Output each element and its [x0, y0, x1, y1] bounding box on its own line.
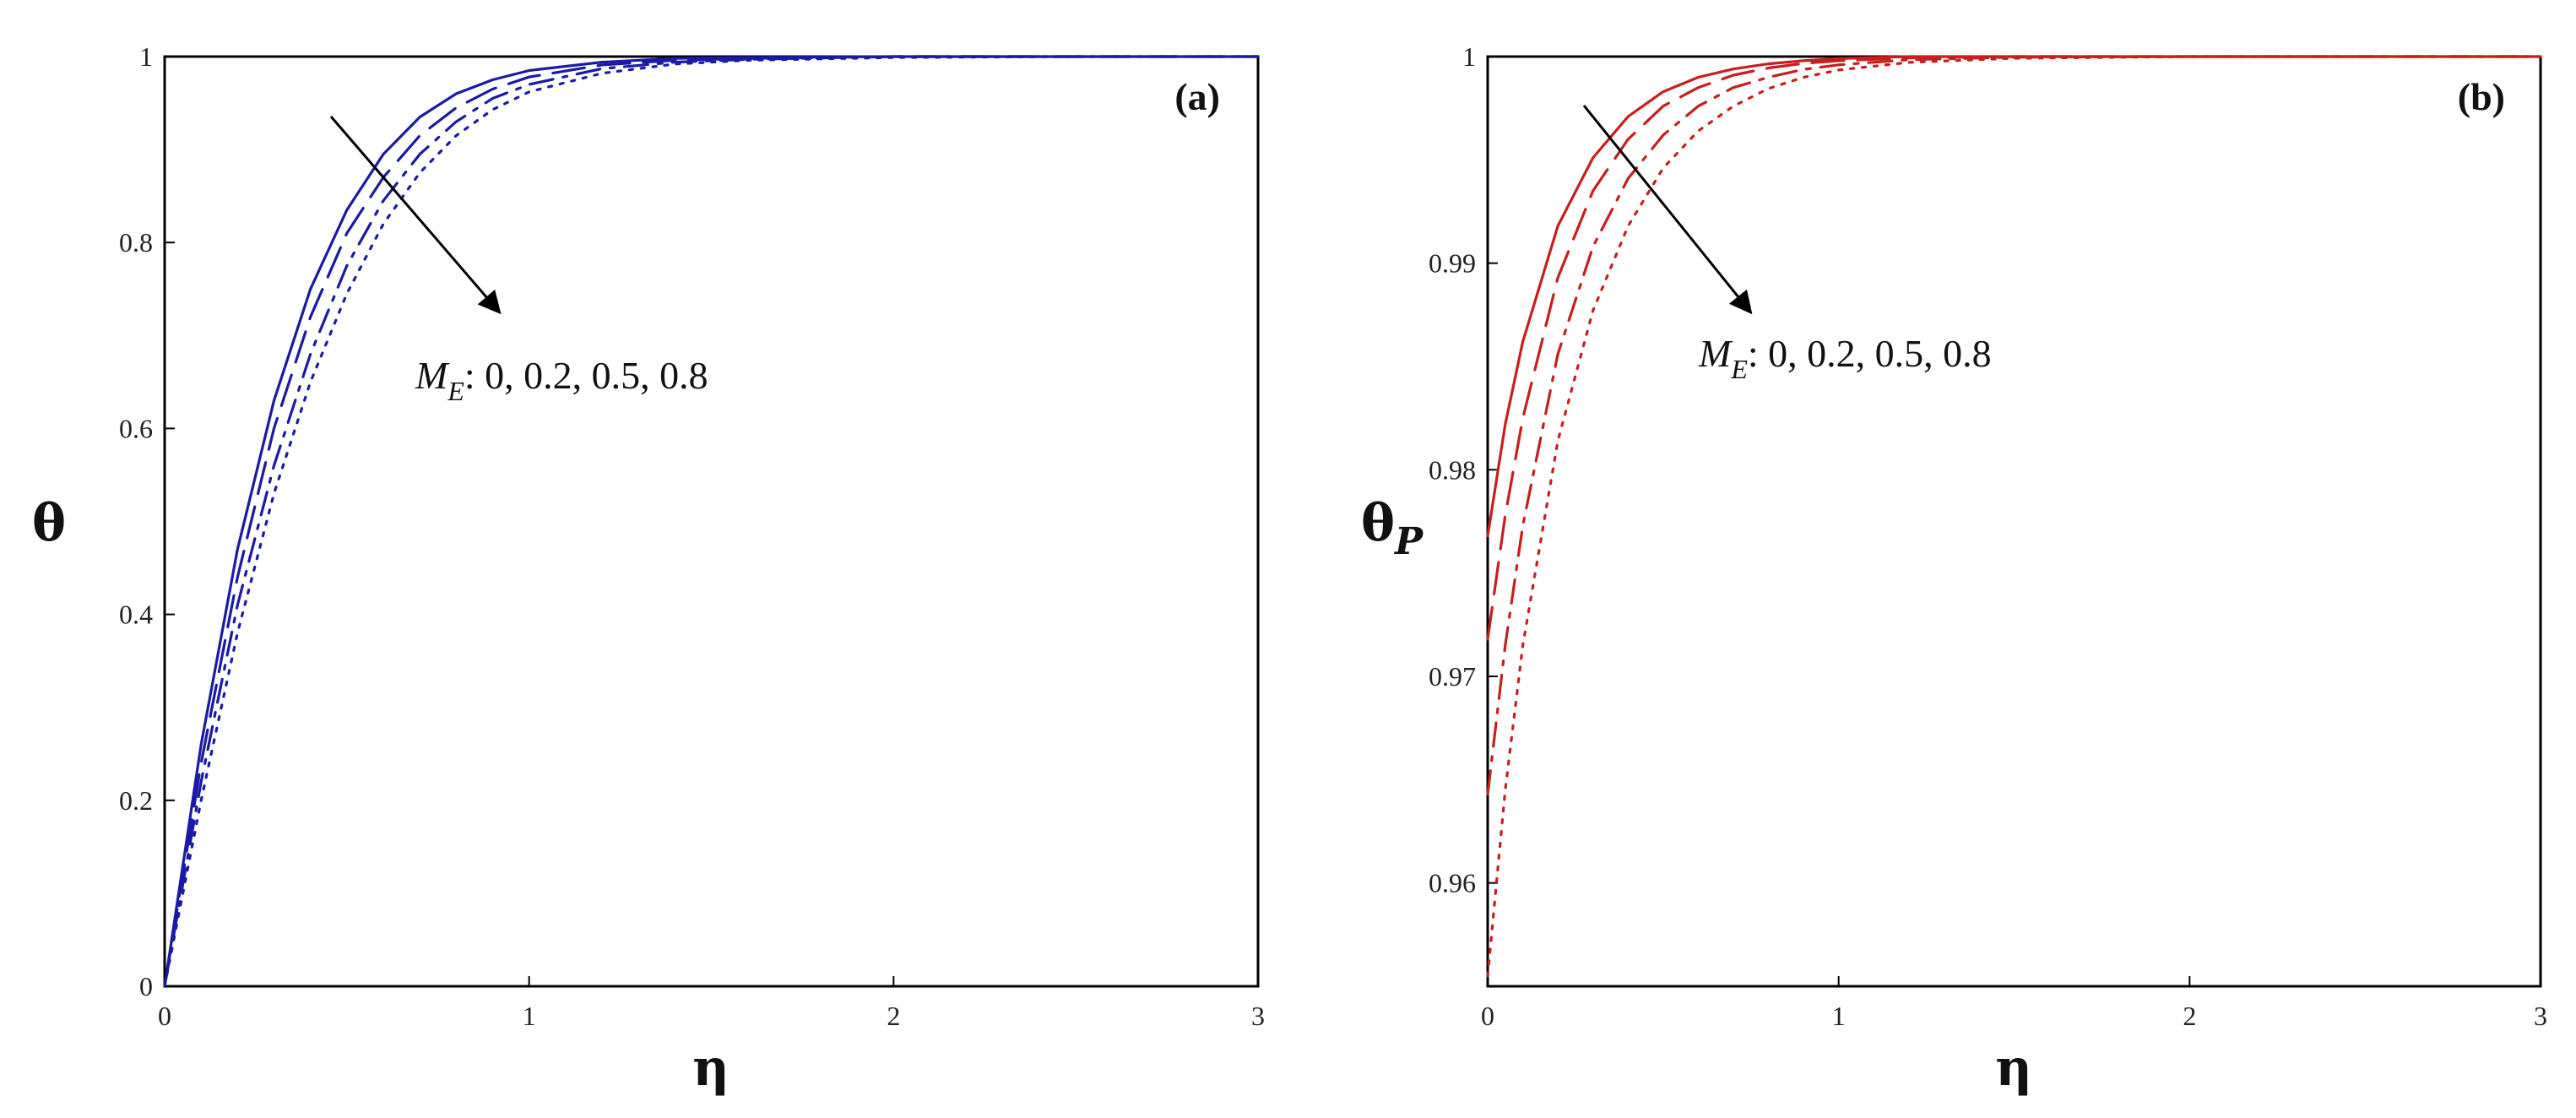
y-tick-label: 0.2	[119, 785, 153, 816]
series-line-me-0-5	[163, 55, 1260, 988]
x-tick-label: 1	[1832, 1001, 1846, 1031]
y-axis-label-main: θ	[1361, 494, 1395, 553]
x-axis-label: η	[692, 1039, 729, 1098]
x-tick-label: 2	[2183, 1001, 2196, 1031]
panel-label: (a)	[1174, 75, 1220, 118]
annotation-subscript: E	[1730, 354, 1748, 384]
y-tick-label: 0.6	[119, 413, 153, 443]
x-tick-label: 3	[1251, 1001, 1265, 1031]
annotation-values: : 0, 0.2, 0.5, 0.8	[464, 354, 708, 397]
trend-arrow	[329, 116, 502, 315]
series-line-me-0	[1486, 55, 2542, 538]
series-line-me-0-2	[1486, 55, 2542, 641]
x-tick-label: 1	[523, 1001, 536, 1031]
annotation-variable: M	[1698, 332, 1733, 375]
parameter-annotation: ME: 0, 0.2, 0.5, 0.8	[415, 354, 708, 406]
chart-panel-b: 0 1 2 3 0.96 0.97 0.98 0.99 1 (b) ME: 0, 0.2, 0.…	[1361, 41, 2547, 1098]
y-tick-label: 0.4	[119, 600, 153, 630]
plot-area-frame	[1486, 55, 2542, 988]
series-layer	[163, 55, 1260, 988]
x-tick-label: 2	[887, 1001, 900, 1031]
y-tick-label: 0.8	[119, 227, 153, 258]
parameter-annotation: ME: 0, 0.2, 0.5, 0.8	[1698, 332, 1992, 384]
x-tick-label: 3	[2534, 1001, 2547, 1031]
ticks: 0 1 2 3 0.96 0.97 0.98 0.99 1	[1429, 41, 2547, 1031]
panel-label: (b)	[2458, 75, 2505, 118]
y-axis-label: θ	[32, 494, 66, 553]
chart-panel-a: 0 1 2 3 0 0.2 0.4 0.6 0.8 1 (a) ME: 0, 0.2, 0.5, …	[32, 41, 1265, 1098]
series-line-me-0-2	[163, 55, 1260, 988]
x-tick-label: 0	[158, 1001, 171, 1031]
y-tick-label: 0.96	[1429, 868, 1476, 898]
y-axis-label: θP	[1361, 494, 1424, 563]
trend-arrow	[1582, 105, 1753, 315]
plot-area-frame	[163, 55, 1260, 988]
series-line-me-0-8	[163, 55, 1260, 988]
series-line-me-0	[163, 55, 1260, 988]
annotation-variable: M	[415, 354, 450, 397]
annotation-subscript: E	[447, 376, 464, 406]
y-tick-label: 0.98	[1429, 454, 1476, 485]
x-tick-label: 0	[1481, 1001, 1494, 1031]
y-tick-label: 0.97	[1429, 661, 1476, 692]
ticks: 0 1 2 3 0 0.2 0.4 0.6 0.8 1	[119, 41, 1265, 1031]
x-axis-label: η	[1995, 1039, 2032, 1098]
annotation-values: : 0, 0.2, 0.5, 0.8	[1748, 332, 1992, 375]
y-tick-label: 0	[139, 971, 153, 1001]
y-tick-label: 1	[1462, 41, 1476, 72]
y-tick-label: 1	[139, 41, 153, 72]
y-tick-label: 0.99	[1429, 248, 1476, 279]
y-axis-label-main: θ	[32, 494, 66, 553]
series-line-me-0-8	[1486, 55, 2542, 978]
series-line-me-0-5	[1486, 55, 2542, 796]
series-layer	[1486, 55, 2542, 978]
y-axis-label-subscript: P	[1393, 520, 1424, 563]
